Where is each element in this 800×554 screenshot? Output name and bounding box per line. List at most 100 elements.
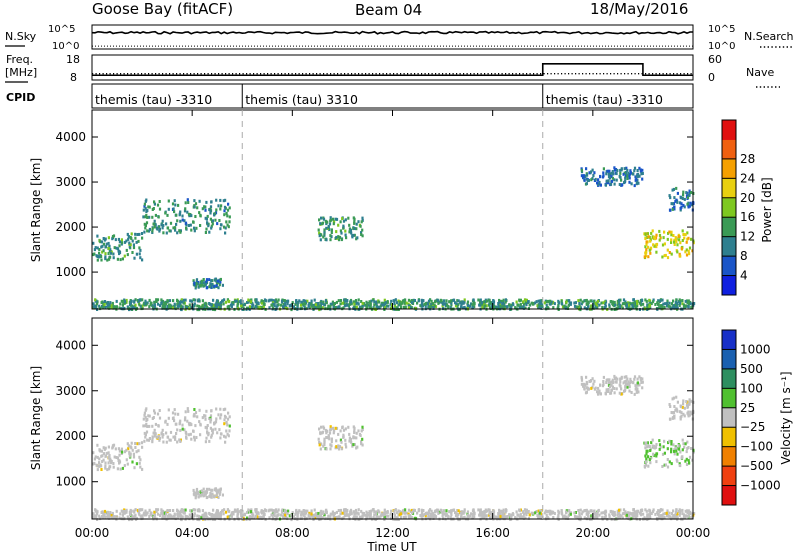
velocity-cell (160, 508, 163, 512)
power-cell (165, 302, 168, 306)
power-cell (141, 236, 144, 240)
power-cell (504, 298, 507, 302)
power-cell (143, 202, 146, 206)
velocity-cell (318, 440, 321, 444)
power-cell (633, 169, 636, 173)
cpid-segments: themis (tau) -3310 themis (tau) 3310 themi… (95, 84, 663, 108)
power-cell (251, 302, 254, 305)
velocity-cell (663, 463, 666, 467)
velocity-cell (692, 450, 695, 454)
power-cell (522, 306, 526, 310)
power-cell (355, 222, 358, 226)
velocity-cell (641, 377, 644, 381)
velocity-cell (197, 495, 200, 499)
velocity-cell (339, 429, 342, 433)
power-cell (277, 298, 280, 302)
velocity-cell (359, 434, 362, 437)
velocity-cell (158, 435, 161, 438)
velocity-cell (114, 447, 117, 451)
velocity-cell (580, 382, 583, 386)
power-cell (687, 194, 690, 197)
power-cell (607, 172, 610, 176)
velocity-cell (636, 512, 639, 516)
velocity-cell (328, 516, 331, 520)
velocity-cell (499, 515, 502, 518)
velocity-cell (156, 412, 160, 416)
velocity-cell (137, 449, 140, 453)
velocity-cell (437, 511, 440, 515)
velocity-cell (671, 411, 674, 415)
velocity-cell (430, 509, 433, 513)
velocity-cell (184, 508, 187, 512)
power-cell (691, 302, 694, 306)
power-cell (98, 304, 101, 308)
velocity-cell (663, 439, 666, 443)
power-cell (687, 249, 690, 253)
power-cell (530, 301, 533, 305)
power-cell (99, 240, 102, 244)
velocity-cell (627, 515, 630, 518)
power-cell (166, 299, 169, 303)
velocity-cell (655, 452, 658, 456)
velocity-cell (330, 437, 333, 441)
power-cell (125, 298, 128, 302)
power-cell (121, 241, 124, 245)
power-cell (646, 303, 649, 307)
velocity-cell (141, 514, 144, 518)
power-cell (316, 305, 319, 309)
power-cell (306, 299, 309, 303)
colorbar-cell (722, 275, 736, 296)
power-cell (357, 220, 360, 224)
velocity-cell (307, 513, 310, 517)
power-cell (361, 216, 364, 220)
velocity-cell (341, 511, 344, 515)
velocity-cell (337, 447, 341, 451)
velocity-cell (676, 400, 679, 404)
velocity-cell (350, 440, 353, 444)
power-cell (100, 255, 103, 258)
power-cell (489, 301, 492, 304)
power-cell (450, 301, 453, 305)
power-cell (329, 234, 332, 238)
power-cell (98, 255, 101, 259)
power-cell (209, 209, 212, 213)
power-cell (202, 281, 205, 285)
power-cell (355, 227, 358, 231)
velocity-cell (688, 461, 691, 465)
power-cell (192, 304, 195, 308)
velocity-cell (221, 509, 224, 513)
power-cell (342, 219, 346, 223)
velocity-cell (353, 436, 356, 440)
power-cell (633, 300, 636, 304)
velocity-cell (152, 515, 155, 519)
power-cell (173, 210, 176, 214)
velocity-cell (352, 510, 355, 514)
power-cell (109, 255, 112, 259)
colorbar-cell (722, 427, 736, 448)
velocity-cell (515, 510, 518, 514)
velocity-cell (549, 509, 552, 513)
colorbar-tick-label: 1000 (740, 342, 771, 356)
velocity-cell (145, 512, 148, 516)
velocity-cell (676, 459, 679, 463)
power-cell (674, 303, 677, 307)
velocity-cell (493, 514, 496, 518)
power-cell (330, 231, 333, 234)
velocity-cell (172, 416, 175, 420)
velocity-cell (635, 386, 638, 390)
velocity-cell (93, 457, 96, 461)
velocity-cell (198, 493, 201, 497)
power-cell (236, 298, 239, 302)
power-cell (310, 299, 313, 303)
power-cell (268, 298, 271, 302)
velocity-cell (463, 515, 466, 519)
velocity-cell (602, 511, 605, 515)
power-cell (161, 219, 164, 223)
velocity-cell (126, 515, 129, 519)
power-cell (634, 175, 637, 179)
power-cell (208, 230, 211, 234)
velocity-cell (223, 422, 226, 426)
y-tick-label: 1000 (55, 265, 86, 279)
velocity-cell (192, 488, 195, 492)
velocity-cell (255, 508, 258, 512)
